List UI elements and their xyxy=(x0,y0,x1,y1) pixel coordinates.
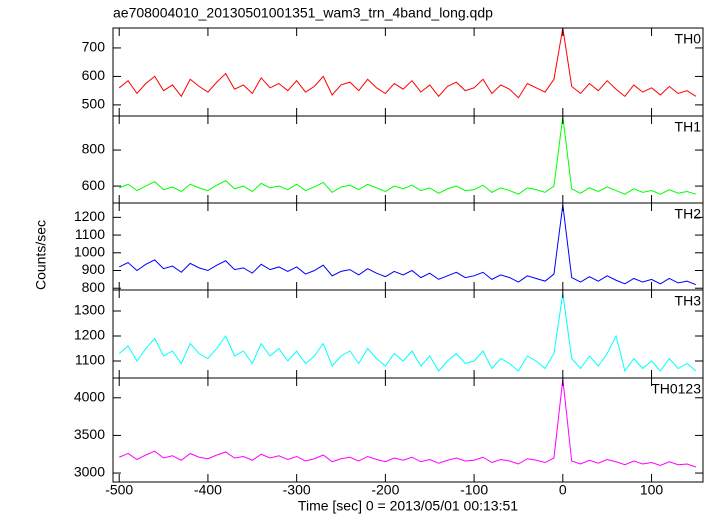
light-curve xyxy=(118,204,697,286)
panel-label: TH2 xyxy=(675,206,702,222)
y-tick-label: 3000 xyxy=(74,464,105,480)
y-tick-label: 600 xyxy=(82,67,106,83)
y-tick-label: 500 xyxy=(82,96,106,112)
y-tick-label: 800 xyxy=(82,279,106,295)
panel-label: TH1 xyxy=(675,119,702,135)
panel-label: TH3 xyxy=(675,293,702,309)
y-tick-label: 700 xyxy=(82,39,106,55)
panel-label: TH0 xyxy=(675,31,702,47)
panel-frame xyxy=(112,377,704,483)
x-tick-label: -100 xyxy=(460,482,488,498)
x-tick-label: 100 xyxy=(640,482,664,498)
panel-frame xyxy=(112,202,704,291)
x-tick-label: 0 xyxy=(559,482,567,498)
chart-title: ae708004010_20130501001351_wam3_trn_4ban… xyxy=(113,5,493,21)
light-curve xyxy=(118,28,697,99)
y-tick-label: 1100 xyxy=(75,352,105,368)
y-tick-label: 1200 xyxy=(74,327,105,343)
panel-label: TH0123 xyxy=(651,381,701,397)
y-tick-label: 800 xyxy=(82,141,106,157)
x-axis-label: Time [sec] 0 = 2013/05/01 00:13:51 xyxy=(298,498,518,514)
y-tick-label: 600 xyxy=(82,177,106,193)
x-tick-label: -200 xyxy=(371,482,399,498)
light-curve xyxy=(119,378,697,468)
y-tick-label: 1000 xyxy=(74,243,105,259)
panel-frame xyxy=(112,289,704,379)
panel-frame xyxy=(112,27,704,117)
light-curve xyxy=(119,116,697,195)
y-tick-label: 900 xyxy=(82,261,106,277)
y-tick-label: 1100 xyxy=(75,226,105,242)
y-axis-label: Counts/sec xyxy=(33,220,49,290)
x-tick-label: -300 xyxy=(283,482,311,498)
x-tick-label: -500 xyxy=(105,482,133,498)
y-tick-label: 1200 xyxy=(74,208,105,224)
y-tick-label: 4000 xyxy=(74,388,105,404)
light-curve xyxy=(118,293,697,373)
y-tick-label: 1300 xyxy=(74,302,105,318)
x-tick-label: -400 xyxy=(194,482,222,498)
y-tick-label: 3500 xyxy=(74,426,105,442)
